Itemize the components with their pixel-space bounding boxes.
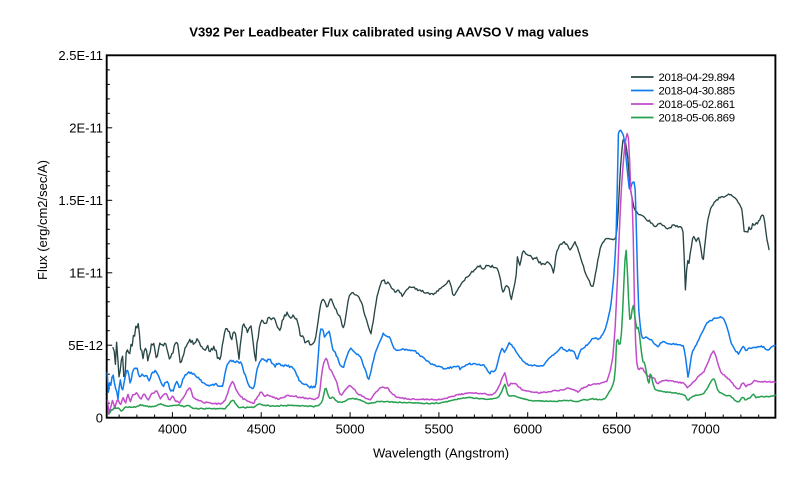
svg-text:0: 0 [96, 410, 103, 425]
svg-text:2.5E-11: 2.5E-11 [58, 48, 103, 63]
svg-text:1E-11: 1E-11 [69, 265, 103, 280]
svg-text:2018-05-06.869: 2018-05-06.869 [659, 113, 735, 125]
svg-text:5000: 5000 [336, 422, 365, 437]
svg-text:V392 Per Leadbeater Flux calib: V392 Per Leadbeater Flux calibrated usin… [189, 25, 589, 40]
svg-text:4500: 4500 [247, 422, 276, 437]
svg-text:4000: 4000 [158, 422, 187, 437]
svg-text:6000: 6000 [513, 422, 542, 437]
svg-text:5500: 5500 [424, 422, 453, 437]
svg-text:7000: 7000 [691, 422, 720, 437]
svg-text:2E-11: 2E-11 [69, 120, 103, 135]
svg-text:6500: 6500 [602, 422, 631, 437]
svg-text:Flux (erg/cm2/sec/A): Flux (erg/cm2/sec/A) [35, 160, 50, 280]
svg-text:Wavelength (Angstrom): Wavelength (Angstrom) [373, 446, 509, 461]
svg-text:2018-04-29.894: 2018-04-29.894 [659, 72, 735, 84]
svg-text:1.5E-11: 1.5E-11 [58, 193, 103, 208]
svg-text:2018-04-30.885: 2018-04-30.885 [659, 86, 735, 98]
svg-text:2018-05-02.861: 2018-05-02.861 [659, 99, 735, 111]
svg-text:5E-12: 5E-12 [68, 338, 103, 353]
